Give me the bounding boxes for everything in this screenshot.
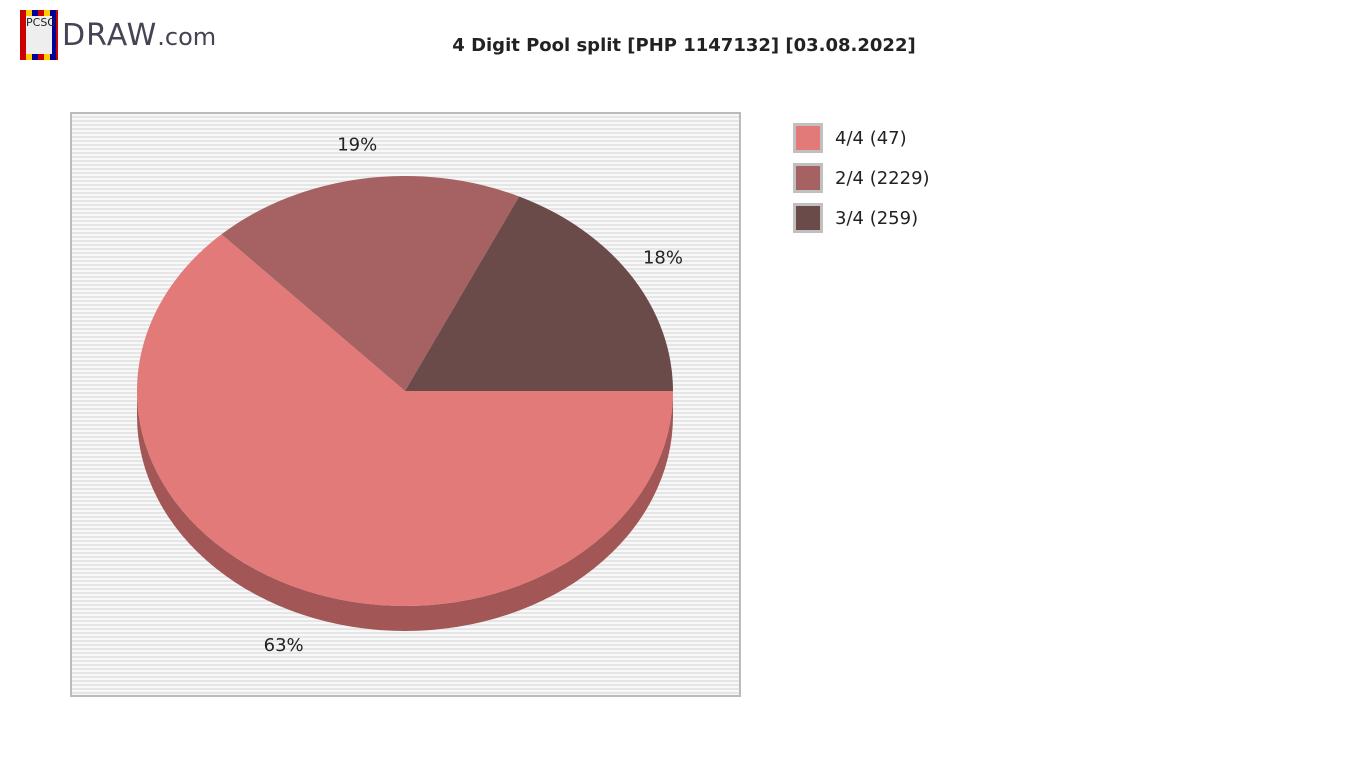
legend-label: 3/4 (259)	[835, 207, 919, 229]
logo[interactable]: PCSO DRAW.com	[20, 10, 216, 60]
pie-slice-1	[221, 176, 520, 391]
logo-text: DRAW.com	[62, 17, 217, 53]
pie-slice-2	[405, 196, 673, 391]
legend-item: 4/4 (47)	[793, 123, 907, 153]
slice-label-0: 63%	[264, 635, 304, 656]
legend-swatch	[793, 163, 823, 193]
slice-label-2: 18%	[643, 247, 683, 268]
legend-swatch	[793, 123, 823, 153]
legend-item: 2/4 (2229)	[793, 163, 930, 193]
logo-badge: PCSO	[20, 10, 58, 60]
legend-label: 4/4 (47)	[835, 127, 907, 149]
legend-label: 2/4 (2229)	[835, 167, 930, 189]
chart-title: 4 Digit Pool split [PHP 1147132] [03.08.…	[452, 35, 916, 56]
legend-swatch	[793, 203, 823, 233]
pie-slice-0	[136, 234, 673, 606]
slice-label-1: 19%	[337, 135, 377, 156]
legend-item: 3/4 (259)	[793, 203, 918, 233]
